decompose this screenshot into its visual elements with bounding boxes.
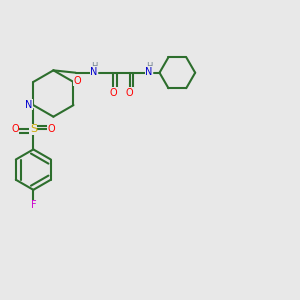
Text: N: N <box>26 100 33 110</box>
Text: N: N <box>146 67 153 77</box>
Text: N: N <box>90 67 98 77</box>
Text: O: O <box>74 76 82 86</box>
Text: O: O <box>126 88 134 98</box>
Text: F: F <box>31 200 36 210</box>
Text: H: H <box>91 62 97 71</box>
Text: O: O <box>11 124 19 134</box>
Text: H: H <box>146 62 152 71</box>
Text: O: O <box>48 124 56 134</box>
Text: S: S <box>30 124 37 134</box>
Text: O: O <box>110 88 117 98</box>
